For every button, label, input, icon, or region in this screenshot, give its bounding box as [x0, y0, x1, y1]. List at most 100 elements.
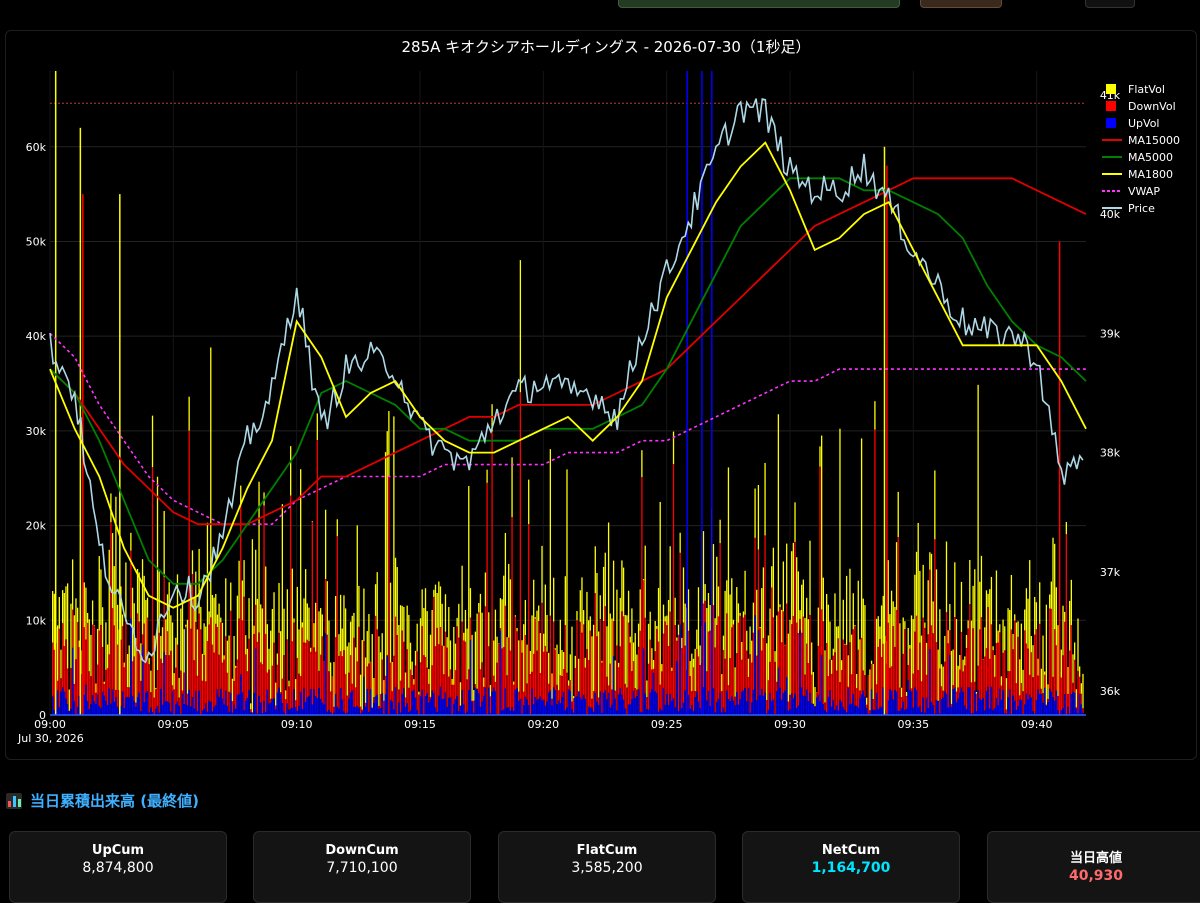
up-vol-bar: [613, 656, 614, 715]
flat-vol-bar: [99, 556, 100, 631]
down-vol-bar: [826, 643, 827, 712]
flat-vol-bar: [377, 572, 378, 629]
down-vol-bar: [706, 671, 707, 700]
flat-vol-bar: [648, 624, 649, 664]
down-vol-bar: [638, 647, 639, 689]
down-vol-bar: [270, 699, 271, 703]
flat-vol-bar: [967, 620, 968, 628]
flat-vol-bar: [513, 682, 514, 685]
down-vol-bar: [490, 696, 491, 713]
legend-item-vwap[interactable]: VWAP: [1102, 185, 1160, 198]
down-vol-bar: [668, 646, 669, 705]
down-vol-bar: [262, 664, 263, 713]
flat-vol-bar: [530, 651, 531, 674]
down-vol-bar: [303, 642, 304, 688]
flat-vol-bar: [140, 643, 141, 681]
down-vol-bar: [308, 641, 309, 696]
down-vol-bar: [848, 687, 849, 689]
flat-vol-bar: [798, 571, 799, 633]
flat-vol-bar: [357, 525, 358, 661]
flat-vol-bar: [675, 598, 676, 625]
up-vol-bar: [811, 703, 812, 715]
up-vol-bar: [430, 699, 431, 715]
down-vol-bar: [185, 627, 186, 629]
flat-vol-bar: [122, 615, 123, 627]
top-button-gray[interactable]: [1085, 0, 1135, 8]
down-vol-bar: [698, 656, 699, 701]
up-vol-bar: [402, 694, 403, 715]
up-vol-bar: [77, 707, 78, 715]
flat-vol-bar: [566, 469, 567, 672]
up-vol-bar: [109, 689, 110, 715]
top-button-brown[interactable]: [920, 0, 1002, 8]
down-vol-bar: [353, 638, 354, 707]
flat-vol-bar: [911, 615, 912, 688]
down-vol-bar: [1016, 683, 1017, 710]
flat-vol-bar: [731, 578, 732, 627]
up-vol-bar: [768, 710, 769, 715]
down-vol-bar: [924, 628, 925, 713]
top-button-green[interactable]: [618, 0, 900, 8]
down-vol-bar: [437, 628, 438, 712]
up-vol-bar: [906, 709, 907, 715]
down-vol-bar: [198, 614, 199, 691]
up-vol-bar: [889, 689, 890, 715]
down-vol-bar: [403, 642, 404, 688]
flat-vol-bar: [568, 680, 569, 685]
up-vol-bar: [676, 661, 677, 715]
down-vol-bar: [754, 538, 755, 615]
up-vol-bar: [816, 697, 817, 715]
flat-vol-bar: [308, 608, 309, 642]
up-vol-bar: [933, 705, 934, 715]
up-vol-bar: [680, 625, 681, 715]
up-vol-bar: [94, 701, 95, 715]
flat-vol-bar: [1006, 678, 1007, 709]
flat-vol-bar: [819, 446, 820, 466]
legend-item-ma1800[interactable]: MA1800: [1102, 168, 1173, 181]
card-label: 当日高値: [988, 847, 1200, 866]
up-vol-bar: [704, 622, 705, 715]
flat-vol-bar: [744, 571, 745, 615]
flat-vol-bar: [655, 621, 656, 651]
up-vol-bar: [936, 700, 937, 715]
card-value: 40,930: [988, 868, 1200, 884]
chart-title: 285A キオクシアホールディングス - 2026-07-30（1秒足）: [402, 38, 811, 56]
up-vol-bar: [222, 699, 223, 715]
x-tick-label: 09:00: [34, 718, 66, 731]
legend-item-upvol[interactable]: UpVol: [1106, 117, 1160, 130]
flat-vol-bar: [124, 663, 125, 668]
flat-vol-bar: [233, 636, 234, 681]
legend-item-downvol[interactable]: DownVol: [1106, 100, 1176, 113]
flat-vol-bar: [313, 623, 314, 647]
down-vol-bar: [521, 653, 522, 714]
flat-vol-bar: [1062, 606, 1063, 655]
flat-vol-bar: [1012, 634, 1013, 649]
up-vol-bar: [863, 691, 864, 715]
flat-vol-bar: [633, 642, 634, 661]
flat-vol-bar: [425, 588, 426, 657]
legend-item-ma5000[interactable]: MA5000: [1102, 151, 1173, 164]
up-vol-bar: [683, 703, 684, 715]
up-vol-bar: [903, 702, 904, 715]
flat-vol-bar: [437, 593, 438, 628]
down-vol-bar: [427, 668, 428, 694]
down-vol-bar: [114, 625, 115, 701]
up-vol-bar: [1012, 696, 1013, 715]
down-vol-bar: [423, 655, 424, 714]
down-vol-bar: [180, 671, 181, 715]
up-vol-bar: [114, 702, 115, 715]
down-vol-bar: [283, 655, 284, 711]
flat-vol-bar: [1034, 597, 1035, 635]
up-vol-bar: [851, 704, 852, 715]
volume-price-chart[interactable]: 010k20k30k40k50k60k36k37k38k39k40k41k09:…: [6, 31, 1196, 759]
legend-swatch: [1106, 84, 1116, 94]
flat-vol-bar: [581, 577, 582, 632]
legend-item-ma15000[interactable]: MA15000: [1102, 134, 1180, 147]
flat-vol-bar: [1032, 645, 1033, 677]
down-vol-bar: [134, 656, 135, 701]
down-vol-bar: [363, 641, 364, 676]
flat-vol-bar: [59, 597, 60, 629]
flat-vol-bar: [668, 600, 669, 646]
down-vol-bar: [162, 663, 163, 705]
down-vol-bar: [288, 686, 289, 709]
